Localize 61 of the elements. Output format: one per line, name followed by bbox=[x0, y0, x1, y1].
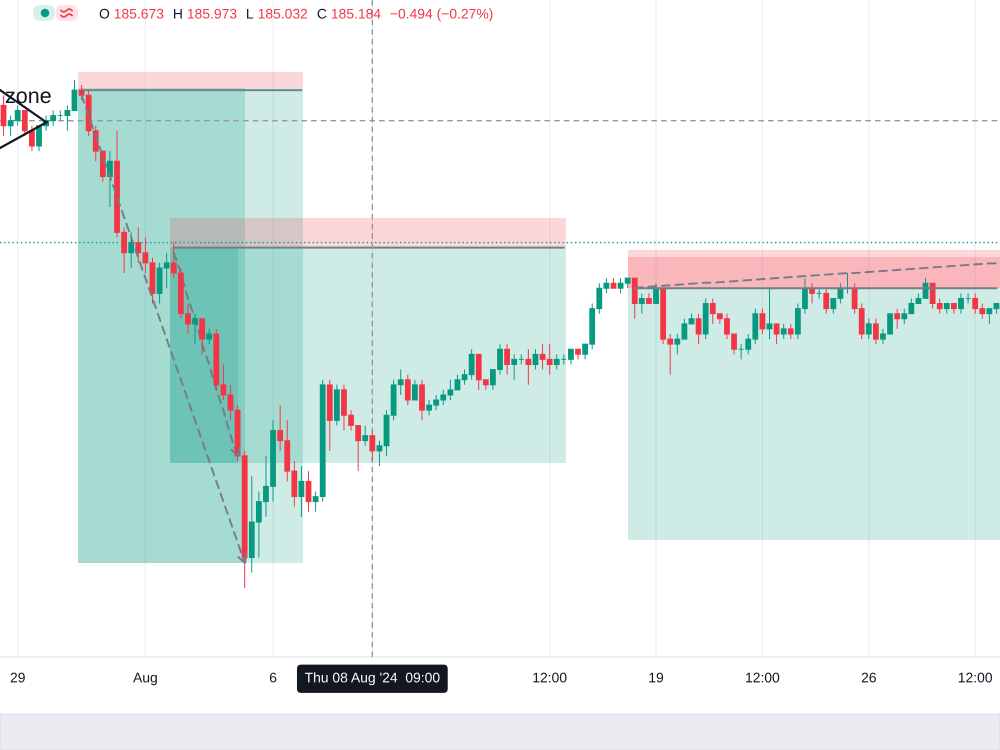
candlestick bbox=[206, 328, 212, 345]
x-tick-label: 29 bbox=[10, 672, 25, 682]
text: 185.673 bbox=[114, 8, 164, 19]
x-tick-label: Aug bbox=[133, 672, 157, 686]
text: H bbox=[174, 8, 182, 18]
x-tick-label: 6 bbox=[270, 672, 276, 682]
candlestick bbox=[646, 292, 652, 304]
candlestick bbox=[326, 379, 333, 452]
candlestick bbox=[560, 354, 567, 365]
text: 185.184 bbox=[332, 8, 381, 19]
candlestick bbox=[780, 323, 787, 340]
candlestick bbox=[404, 374, 411, 406]
candlestick bbox=[306, 470, 312, 512]
candlestick bbox=[766, 288, 772, 340]
candlestick bbox=[951, 303, 957, 314]
candlestick bbox=[57, 110, 64, 122]
text: O bbox=[100, 8, 110, 19]
candlestick bbox=[128, 232, 134, 268]
candlestick bbox=[525, 348, 532, 386]
candlestick bbox=[866, 318, 872, 340]
candlestick bbox=[419, 379, 425, 421]
candlestick bbox=[504, 344, 510, 376]
candlestick bbox=[192, 313, 198, 345]
x-tick-label: 12:00 bbox=[533, 672, 566, 682]
candlestick bbox=[518, 354, 524, 365]
candlestick bbox=[638, 292, 645, 314]
candlestick bbox=[0, 94, 6, 136]
candlestick bbox=[107, 150, 113, 208]
x-tick-label: 12:00 bbox=[746, 672, 780, 682]
candlestick bbox=[894, 308, 900, 330]
candlestick bbox=[702, 298, 709, 340]
text: 185.032 bbox=[258, 8, 308, 19]
x-tick-label: 26 bbox=[862, 672, 876, 682]
x-tick-label: 19 bbox=[649, 672, 664, 682]
text: −0.494 (−0.27%) bbox=[390, 8, 492, 22]
text: C bbox=[318, 8, 326, 19]
candlestick bbox=[298, 466, 304, 518]
candlestick bbox=[532, 348, 538, 370]
x-tick-label: 12:00 bbox=[958, 672, 992, 682]
candlestick bbox=[774, 323, 780, 345]
text: 185.973 bbox=[188, 8, 236, 19]
candlestick bbox=[334, 384, 340, 426]
candlestick bbox=[944, 303, 950, 314]
candlestick bbox=[554, 354, 560, 370]
candlestick bbox=[369, 430, 376, 462]
candlestick bbox=[412, 379, 418, 401]
candlestick bbox=[29, 125, 35, 152]
candlestick bbox=[362, 424, 368, 446]
candlestick bbox=[738, 344, 744, 360]
candlestick bbox=[816, 288, 822, 299]
candlestick bbox=[199, 318, 206, 355]
candlestick bbox=[575, 348, 581, 360]
candlestick bbox=[872, 318, 879, 345]
candlestick bbox=[511, 354, 518, 380]
candlestick bbox=[760, 308, 766, 334]
candlestick bbox=[568, 348, 574, 365]
text: L bbox=[247, 8, 254, 18]
candlestick bbox=[788, 323, 794, 340]
candlestick bbox=[696, 313, 702, 345]
x-tick-label: Thu 08 Aug '24 09:00 bbox=[304, 672, 440, 686]
candlestick bbox=[610, 278, 616, 289]
